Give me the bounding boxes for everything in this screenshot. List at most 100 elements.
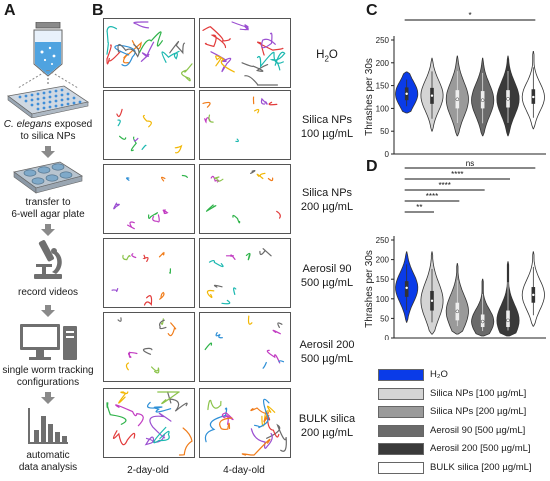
worm-track bbox=[276, 210, 281, 219]
median-dot bbox=[480, 319, 485, 324]
worm-track bbox=[245, 252, 251, 261]
worm-track bbox=[262, 361, 267, 369]
worm-track bbox=[277, 322, 283, 328]
median-dot bbox=[506, 97, 510, 101]
worm-track bbox=[233, 287, 237, 295]
worm-track bbox=[143, 295, 153, 306]
worm-track bbox=[133, 137, 139, 142]
worm-track bbox=[116, 108, 123, 118]
y-tick-label: 200 bbox=[376, 256, 390, 265]
worm-track bbox=[158, 251, 165, 258]
worm-track bbox=[147, 401, 172, 413]
worm-track bbox=[127, 221, 135, 230]
worm-track bbox=[125, 177, 130, 181]
worm-track bbox=[214, 176, 224, 182]
legend-label: Silica NPs [200 µg/mL] bbox=[430, 406, 527, 417]
worm-track bbox=[250, 407, 270, 423]
y-tick-label: 250 bbox=[376, 36, 390, 45]
worm-track bbox=[213, 284, 223, 288]
six-well-plate-icon bbox=[13, 161, 83, 194]
worm-track-image bbox=[103, 312, 195, 382]
legend-label: Aerosil 90 [500 µg/mL] bbox=[430, 424, 526, 436]
worm-track bbox=[221, 412, 234, 425]
legend-swatch bbox=[378, 406, 424, 418]
worm-track bbox=[106, 44, 122, 65]
y-tick-label: 0 bbox=[385, 334, 390, 340]
worm-track-image bbox=[199, 388, 291, 458]
workflow-step-tracking: single worm tracking configurations bbox=[2, 365, 94, 388]
worm-track bbox=[221, 299, 231, 305]
worm-track bbox=[169, 40, 186, 55]
worm-track bbox=[254, 398, 270, 429]
worm-track bbox=[241, 62, 269, 72]
worm-track bbox=[160, 176, 166, 182]
worm-track bbox=[114, 44, 136, 67]
worm-track bbox=[257, 41, 284, 56]
column-label-2-day: 2-day-old bbox=[127, 465, 169, 476]
worm-track bbox=[167, 322, 177, 337]
condition-label-aerosil-200: Aerosil 200 500 µg/mL bbox=[299, 339, 355, 365]
worm-track bbox=[128, 351, 138, 358]
panel-label-a: A bbox=[4, 2, 16, 19]
median-dot bbox=[404, 286, 409, 290]
worm-track bbox=[133, 21, 150, 29]
worm-track bbox=[254, 108, 260, 114]
worm-track bbox=[269, 51, 286, 71]
worm-track-image bbox=[103, 388, 195, 458]
significance-label: ns bbox=[466, 159, 474, 168]
worm-track bbox=[268, 101, 278, 106]
worm-track bbox=[241, 438, 271, 456]
worm-track bbox=[159, 291, 165, 300]
worm-track bbox=[159, 319, 167, 330]
worm-track bbox=[117, 317, 122, 322]
legend-swatch bbox=[378, 369, 424, 381]
legend-label: BULK silica [200 µg/mL] bbox=[430, 461, 532, 473]
y-tick-label: 150 bbox=[376, 275, 390, 284]
median-dot bbox=[430, 93, 434, 98]
significance-label: **** bbox=[438, 181, 450, 190]
worm-track bbox=[256, 172, 266, 180]
worm-track bbox=[111, 288, 119, 293]
down-arrow-icon bbox=[41, 305, 55, 317]
worm-track bbox=[167, 391, 188, 412]
worm-track bbox=[118, 391, 129, 404]
worm-track bbox=[112, 430, 136, 446]
worm-track bbox=[181, 63, 193, 82]
worm-track bbox=[235, 138, 239, 143]
worm-track bbox=[278, 360, 285, 363]
well-plate-icon bbox=[7, 85, 90, 118]
worm-track-image bbox=[103, 18, 195, 88]
significance-label: **** bbox=[451, 170, 463, 179]
median-dot bbox=[455, 309, 460, 314]
worm-track bbox=[151, 366, 160, 374]
worm-track bbox=[117, 43, 140, 58]
median-dot bbox=[531, 95, 536, 99]
bar-chart-icon bbox=[28, 408, 68, 444]
panel-label-c: C bbox=[366, 2, 378, 19]
worm-track bbox=[174, 144, 183, 154]
significance-label: ** bbox=[416, 203, 422, 212]
column-label-4-day: 4-day-old bbox=[223, 465, 265, 476]
microscope-icon bbox=[34, 240, 62, 279]
worm-track bbox=[130, 136, 137, 152]
worm-track bbox=[232, 214, 241, 224]
worm-track bbox=[261, 32, 276, 49]
condition-label-h2o: H2O bbox=[316, 49, 338, 64]
y-tick-label: 50 bbox=[380, 314, 389, 323]
worm-track bbox=[113, 202, 120, 210]
worm-track bbox=[225, 254, 236, 260]
worm-track-image bbox=[199, 238, 291, 308]
worm-track bbox=[142, 114, 152, 128]
down-arrow-icon bbox=[41, 224, 55, 236]
computer-icon bbox=[20, 324, 77, 360]
worm-track bbox=[153, 426, 170, 444]
y-tick-label: 50 bbox=[380, 127, 389, 136]
worm-track bbox=[119, 135, 127, 140]
dashed-cone bbox=[17, 70, 79, 89]
median-dot bbox=[430, 299, 434, 303]
legend-label: Aerosil 200 [500 µg/mL] bbox=[430, 443, 531, 454]
workflow-step-analysis: automatic data analysis bbox=[18, 450, 78, 473]
worm-track-image bbox=[199, 18, 291, 88]
worm-track bbox=[142, 347, 153, 355]
worm-track bbox=[152, 214, 160, 223]
